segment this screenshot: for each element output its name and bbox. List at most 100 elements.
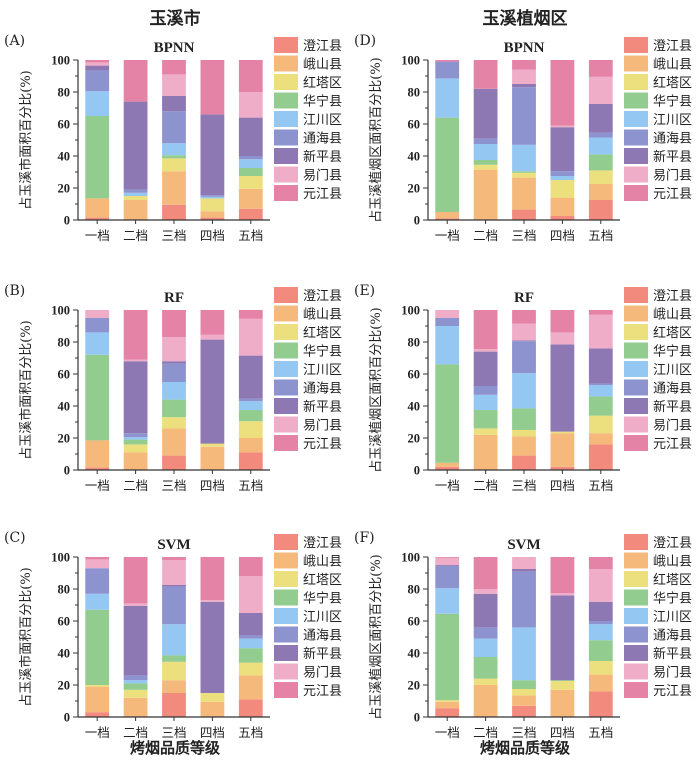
bar-segment <box>123 101 148 190</box>
bar-segment <box>435 701 460 709</box>
bar-segment <box>473 144 498 160</box>
chart-title: RF <box>514 290 534 306</box>
legend-label: 通海县 <box>653 132 692 147</box>
bar-segment <box>588 314 613 349</box>
bar-segment <box>162 693 186 717</box>
bar-segment <box>238 188 263 209</box>
legend-label: 江川区 <box>303 610 342 625</box>
bar-segment <box>473 638 498 657</box>
x-axis-title-left: 烤烟品质等级 <box>129 739 220 757</box>
bar-segment <box>238 662 263 676</box>
legend-swatch <box>624 55 648 72</box>
legend-label: 澄江县 <box>303 39 342 54</box>
legend-swatch <box>624 361 648 377</box>
legend-label: 新平县 <box>653 399 692 415</box>
bar-segment <box>162 171 186 205</box>
legend-label: 通海县 <box>303 132 342 147</box>
chart-title: BPNN <box>154 40 195 56</box>
bar-segment <box>550 689 575 717</box>
x-tick-label: 五档 <box>238 228 263 243</box>
y-axis-label: 占玉溪市面积百分比(%) <box>18 320 34 460</box>
bar-segment <box>588 383 613 386</box>
bar-segment <box>588 60 613 77</box>
bar-segment <box>473 160 498 165</box>
bar-segment <box>123 437 148 440</box>
legend-swatch <box>274 663 298 680</box>
bar-segment <box>588 691 613 717</box>
bar-segment <box>435 700 460 702</box>
bar-segment <box>162 337 186 362</box>
x-tick-label: 三档 <box>161 228 186 243</box>
bar-segment <box>435 326 460 365</box>
legend-swatch <box>624 287 648 303</box>
bar-segment <box>473 657 498 679</box>
legend-swatch <box>624 74 648 90</box>
y-tick-label: 0 <box>414 711 420 725</box>
bar-segment <box>473 627 498 639</box>
bar-segment <box>588 154 613 171</box>
bar-segment <box>238 156 263 160</box>
legend-label: 红塔区 <box>653 572 692 588</box>
bar-segment <box>123 444 148 453</box>
bar-segment <box>512 689 536 696</box>
y-tick-label: 20 <box>58 182 71 196</box>
legend-label: 红塔区 <box>303 572 342 588</box>
bar-segment <box>238 613 263 636</box>
bar-segment <box>162 111 186 144</box>
legend-swatch <box>274 379 298 396</box>
bar-segment <box>588 569 613 602</box>
y-tick-label: 0 <box>414 464 420 478</box>
legend-label: 易门县 <box>653 666 692 681</box>
legend-label: 元江县 <box>303 187 342 202</box>
legend-swatch <box>624 324 648 340</box>
bar-segment <box>123 60 148 102</box>
y-tick-label: 0 <box>64 711 70 725</box>
bar-segment <box>85 467 110 470</box>
bar-segment <box>123 433 148 438</box>
bar-segment <box>162 155 186 159</box>
bar-segment <box>238 355 263 399</box>
bar-segment <box>162 74 186 96</box>
bar-segment <box>85 62 110 66</box>
legend-swatch <box>274 398 298 414</box>
chart-svg: (C) SVM 占玉溪市面积百分比(%) 一档 二档 三档 四档 五档 0 20 40 60 80 100… <box>4 530 342 740</box>
bar-segment <box>588 601 613 621</box>
bar-segment <box>85 116 110 199</box>
bar-segment <box>550 431 575 434</box>
legend-swatch <box>624 37 648 53</box>
legend-swatch <box>274 287 298 303</box>
chart-title: RF <box>164 290 184 306</box>
y-tick-label: 40 <box>408 150 421 164</box>
legend-swatch <box>274 645 298 661</box>
bar-segment <box>512 569 536 572</box>
x-tick-label: 二档 <box>123 228 148 243</box>
bar-segment <box>123 439 148 445</box>
y-tick-label: 20 <box>408 182 421 196</box>
bar-segment <box>512 627 536 681</box>
legend-label: 红塔区 <box>303 75 342 91</box>
bar-segment <box>435 565 460 566</box>
bar-segment <box>588 640 613 661</box>
bar-segment <box>238 452 263 470</box>
bar-segment <box>512 172 536 178</box>
y-tick-label: 80 <box>408 336 421 350</box>
x-tick-label: 五档 <box>238 478 263 493</box>
bar-segment <box>162 455 186 470</box>
bar-segment <box>588 184 613 200</box>
legend-label: 新平县 <box>303 646 342 662</box>
x-tick-label: 四档 <box>200 228 225 243</box>
bar-segment <box>200 310 225 335</box>
legend-swatch <box>274 534 298 550</box>
y-tick-label: 20 <box>408 432 421 446</box>
y-tick-label: 40 <box>58 150 71 164</box>
legend-label: 江川区 <box>303 113 342 128</box>
legend-swatch <box>624 379 648 396</box>
x-tick-label: 一档 <box>435 228 460 243</box>
legend-swatch <box>624 663 648 680</box>
bar-segment <box>162 60 186 75</box>
y-tick-label: 60 <box>408 118 421 132</box>
column-title-yuxi-city: 玉溪市 <box>149 9 201 29</box>
bar-segment <box>123 675 148 681</box>
bar-segment <box>550 681 575 690</box>
y-tick-label: 40 <box>408 647 421 661</box>
